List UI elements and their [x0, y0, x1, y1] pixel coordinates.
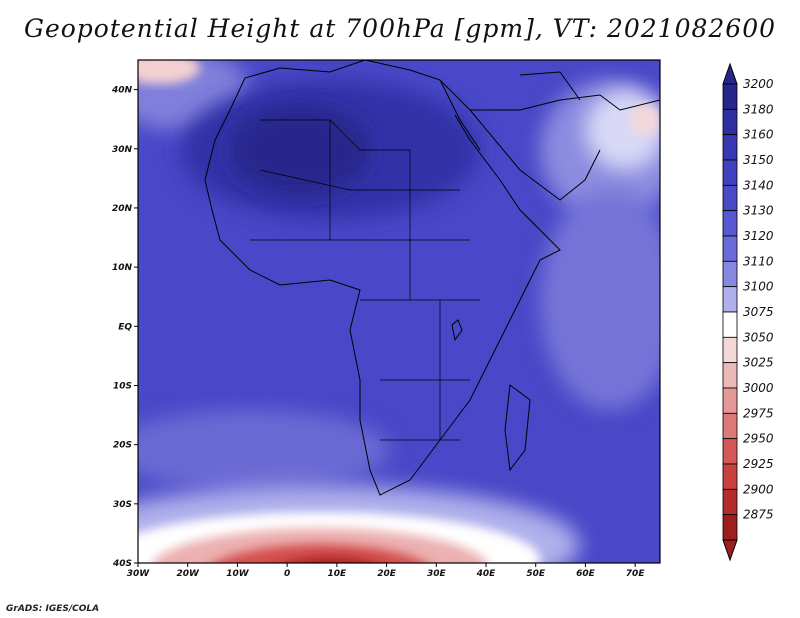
- lon-tick-label: 30E: [427, 569, 447, 579]
- colorbar-swatch: [722, 159, 738, 186]
- lon-tick-label: 40E: [476, 569, 497, 579]
- colorbar-swatch: [722, 134, 738, 161]
- lon-tick-label: 20W: [176, 569, 200, 579]
- colorbar-swatch: [722, 336, 738, 364]
- colorbar-swatch: [722, 362, 738, 389]
- colorbar-level-label: 3100: [743, 280, 774, 294]
- lon-tick-label: 0: [284, 569, 290, 579]
- lat-tick-label: 10S: [113, 381, 132, 391]
- colorbar-swatch: [722, 311, 738, 338]
- colorbar-top-arrow: [722, 62, 738, 85]
- lon-tick-label: 10W: [226, 569, 250, 579]
- colorbar-level-label: 3050: [743, 330, 774, 344]
- chart-title: Geopotential Height at 700hPa [gpm], VT:…: [23, 14, 777, 43]
- field-indian-ocean: [540, 190, 660, 410]
- grads-credit: GrADS: IGES/COLA: [6, 604, 100, 614]
- field-sahara-core: [230, 105, 370, 195]
- colorbar-level-label: 3130: [743, 204, 774, 218]
- colorbar-swatch: [722, 463, 738, 490]
- coastline-nile: [439, 79, 481, 151]
- field-trough-core: [286, 557, 374, 563]
- colorbar-level-label: 2975: [743, 406, 774, 420]
- colorbar-swatch: [722, 387, 738, 414]
- lat-tick-label: 20S: [113, 441, 132, 451]
- coastline-madagascar: [504, 384, 531, 472]
- border-sahel: [259, 169, 460, 191]
- colorbar-level-label: 3025: [743, 356, 774, 370]
- lat-tick-label: 10N: [112, 263, 133, 273]
- colorbar-level-label: 3140: [743, 178, 774, 192]
- colorbar-level-label: 3160: [743, 128, 774, 142]
- colorbar-level-label: 2950: [743, 432, 774, 446]
- colorbar-swatch: [722, 488, 738, 516]
- coastlines: [204, 60, 660, 496]
- map-frame: [137, 59, 661, 564]
- lat-tick-label: 40S: [112, 559, 132, 569]
- colorbar-swatch: [722, 210, 738, 237]
- lake-victoria: [451, 319, 463, 342]
- colorbar-level-label: 3200: [743, 77, 774, 91]
- lon-tick-label: 10E: [328, 569, 348, 579]
- latitude-axis: 40N 30N 20N 10N EQ 10S 20S 30S 40S: [111, 86, 138, 569]
- colorbar-swatch: [722, 514, 738, 541]
- lon-tick-label: 20E: [377, 569, 397, 579]
- field-trough-red: [214, 544, 426, 563]
- field-arabia-low: [630, 105, 660, 135]
- coastline-turkey: [519, 71, 581, 101]
- lat-tick-label: 30N: [112, 145, 133, 155]
- colorbar-level-label: 3075: [743, 305, 774, 319]
- coastline-mediterranean: [244, 60, 660, 111]
- colorbar: 3200 3180 3160 3150 3140 3130 3120 3110 3100 3075…: [722, 62, 774, 562]
- colorbar-swatch: [722, 235, 738, 262]
- colorbar-level-label: 2875: [743, 508, 774, 522]
- map-plot-area: [138, 60, 660, 563]
- colorbar-level-label: 2900: [743, 482, 774, 496]
- colorbar-swatch: [722, 286, 738, 313]
- lat-tick-label: 30S: [113, 500, 132, 510]
- colorbar-swatch: [722, 83, 738, 110]
- lat-tick-label: EQ: [118, 322, 132, 332]
- colorbar-bottom-arrow: [722, 539, 738, 562]
- colorbar-level-label: 3120: [743, 229, 774, 243]
- colorbar-level-label: 2925: [743, 457, 774, 471]
- lon-tick-label: 70E: [626, 569, 646, 579]
- colorbar-swatch: [722, 108, 738, 136]
- country-borders: [250, 119, 480, 441]
- colorbar-level-label: 3180: [743, 102, 774, 116]
- colorbar-level-label: 3150: [743, 153, 774, 167]
- lat-tick-label: 40N: [111, 86, 133, 96]
- lon-tick-label: 30W: [127, 569, 151, 579]
- lat-tick-label: 20N: [112, 204, 133, 214]
- field-northwest-low: [138, 60, 200, 84]
- colorbar-swatch: [722, 184, 738, 212]
- lon-tick-label: 60E: [576, 569, 596, 579]
- colorbar-swatch: [722, 412, 738, 440]
- field-south-atlantic: [138, 410, 390, 490]
- border-northafrica: [260, 119, 410, 151]
- coastline-arabia: [469, 109, 601, 201]
- colorbar-swatch: [722, 438, 738, 465]
- colorbar-swatch: [722, 260, 738, 288]
- lon-tick-label: 50E: [526, 569, 546, 579]
- longitude-axis: 30W 20W 10W 0 10E 20E 30E 40E 50E 60E 70E: [127, 563, 646, 579]
- coastline-africa: [204, 77, 561, 496]
- colorbar-level-label: 3000: [743, 381, 774, 395]
- colorbar-level-label: 3110: [743, 254, 774, 268]
